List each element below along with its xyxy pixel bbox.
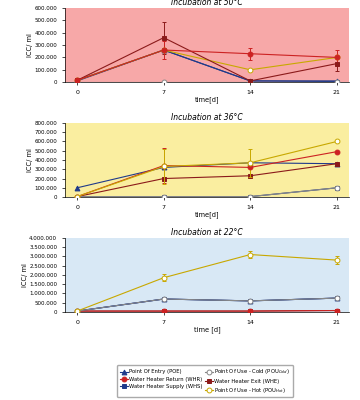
- Y-axis label: ICC/ ml: ICC/ ml: [22, 263, 28, 287]
- X-axis label: time [d]: time [d]: [194, 326, 220, 333]
- Title: Incubation at 36°C: Incubation at 36°C: [171, 113, 243, 122]
- Legend: Point Of Entry (POE), Water Heater Return (WHR), Water Heater Supply (WHS), Poin: Point Of Entry (POE), Water Heater Retur…: [117, 365, 293, 397]
- X-axis label: time[d]: time[d]: [195, 96, 219, 103]
- Y-axis label: ICC/ ml: ICC/ ml: [27, 148, 33, 172]
- X-axis label: time[d]: time[d]: [195, 211, 219, 218]
- Title: Incubation at 22°C: Incubation at 22°C: [171, 228, 243, 237]
- Y-axis label: ICC/ ml: ICC/ ml: [27, 33, 33, 57]
- Title: Incubation at 50°C: Incubation at 50°C: [171, 0, 243, 7]
